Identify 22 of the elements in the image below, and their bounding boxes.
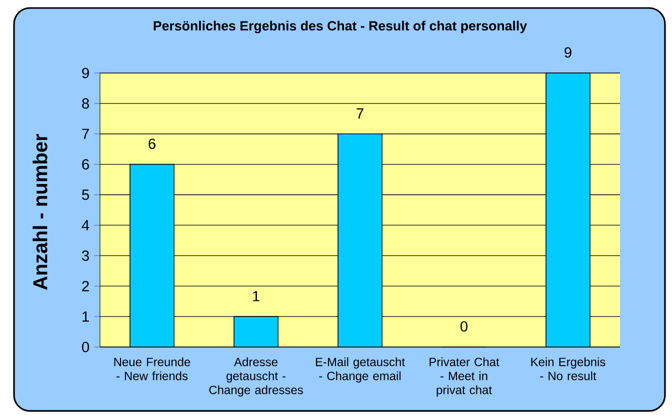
y-tick-label: 7 <box>82 128 89 139</box>
y-tick-label: 6 <box>82 159 89 170</box>
y-axis-title: Anzahl - number <box>32 134 48 290</box>
y-tick-label: 1 <box>82 312 89 322</box>
y-tick-label: 5 <box>82 190 89 200</box>
data-label: 0 <box>460 321 468 332</box>
y-tick-label: 2 <box>82 280 89 292</box>
x-tick-label: Adresse getauscht - Change adresses <box>209 357 303 397</box>
data-label: 1 <box>253 291 260 302</box>
y-tick-label: 9 <box>82 68 89 78</box>
y-tick-label: 0 <box>82 342 90 352</box>
data-label: 6 <box>148 138 156 149</box>
y-tick-label: 8 <box>82 98 89 109</box>
data-label: 7 <box>356 108 364 119</box>
x-tick-label: Neue Freunde - New friends <box>114 357 190 380</box>
data-label: 9 <box>564 47 572 58</box>
chart-title: Persönliches Ergebnis des Chat - Result of chat personally <box>154 20 527 34</box>
y-tick-label: 3 <box>82 250 89 261</box>
x-tick-label: Kein Ergebnis - No result <box>531 357 606 380</box>
x-tick-label: Privater Chat - Meet in privat chat <box>430 357 500 397</box>
y-tick-label: 4 <box>82 220 90 230</box>
x-tick-label: E-Mail getauscht - Change email <box>316 357 405 383</box>
